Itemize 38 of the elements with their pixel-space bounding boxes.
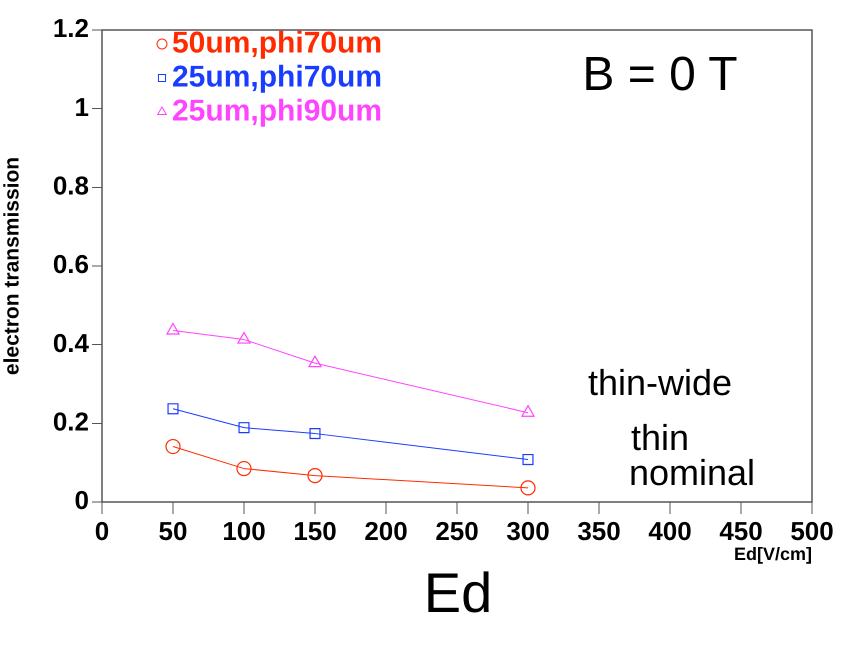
x-tick-label: 150 (293, 516, 337, 546)
x-tick-label: 200 (364, 516, 408, 546)
y-tick-label: 1 (74, 92, 89, 122)
point (522, 454, 534, 466)
x-tick-label: 450 (719, 516, 763, 546)
x-tick-label: 350 (577, 516, 621, 546)
point (167, 403, 179, 414)
legend-label: 50um,phi70um (172, 26, 382, 60)
point (520, 480, 536, 496)
point (237, 332, 251, 344)
x-axis-title: Ed[V/cm] (734, 544, 812, 564)
x-tick-label: 0 (94, 516, 110, 546)
annotation: B = 0 T (582, 48, 738, 101)
point (309, 428, 321, 440)
y-tick-label: 0.4 (52, 328, 90, 358)
y-axis-title: electron transmission (0, 156, 24, 376)
x-tick-label: 300 (506, 516, 550, 546)
x-tick-label: 250 (435, 516, 479, 546)
x-tick-label: 400 (648, 516, 692, 546)
legend-label: 25um,phi90um (172, 94, 382, 128)
x-tick-label: 100 (222, 516, 266, 546)
y-tick-label: 0.8 (52, 170, 89, 201)
y-tick-label: 0 (74, 485, 89, 516)
y-tick-label: 1.2 (52, 13, 89, 44)
point (238, 422, 250, 434)
annotation: thin-wide (588, 362, 732, 403)
point (521, 405, 535, 417)
y-tick-label: 0.2 (52, 406, 89, 437)
point (165, 438, 181, 454)
text: Ed (424, 561, 492, 624)
legend-label: 25um,phi70um (172, 60, 382, 94)
point (308, 356, 322, 368)
y-tick-label: 0.6 (52, 249, 89, 280)
point (307, 468, 323, 484)
x-tick-label: 500 (790, 516, 834, 546)
x-tick-label: 50 (158, 516, 188, 546)
point (236, 460, 252, 476)
point (166, 322, 180, 335)
